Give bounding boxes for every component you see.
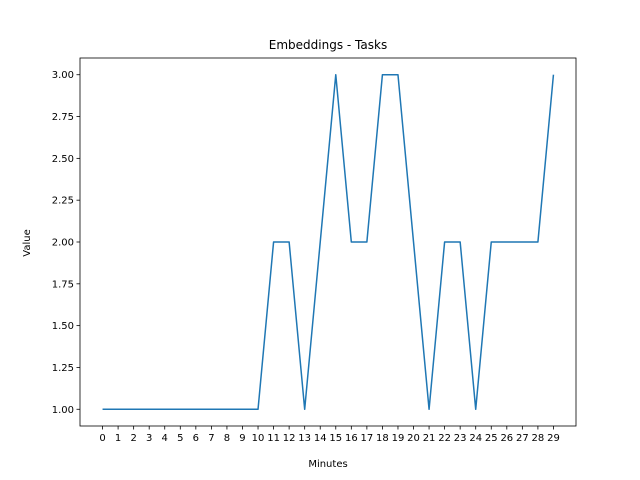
y-axis-ticks: 1.00 1.25 1.50 1.75 2.00 2.25 2.50 2.75 3.00 [52, 70, 80, 416]
y-tick-label: 1.25 [52, 363, 74, 374]
x-tick-label: 13 [298, 433, 311, 444]
x-tick-label: 17 [361, 433, 374, 444]
y-axis-label: Value [22, 229, 33, 256]
x-tick-label: 24 [469, 433, 482, 444]
y-tick-label: 2.00 [52, 238, 74, 249]
x-tick-label: 15 [329, 433, 342, 444]
x-tick-label: 19 [392, 433, 405, 444]
y-tick-label: 1.00 [52, 405, 74, 416]
x-tick-label: 4 [162, 433, 168, 444]
x-tick-label: 28 [532, 433, 545, 444]
x-tick-label: 1 [115, 433, 121, 444]
x-tick-label: 26 [500, 433, 513, 444]
y-tick-label: 2.75 [52, 112, 74, 123]
chart-title: Embeddings - Tasks [269, 38, 387, 52]
x-tick-label: 20 [407, 433, 420, 444]
series-line-0 [102, 73, 555, 411]
x-tick-label: 8 [224, 433, 230, 444]
y-tick-label: 2.25 [52, 196, 74, 207]
x-tick-label: 9 [239, 433, 245, 444]
y-tick-label: 1.50 [52, 321, 74, 332]
y-tick-label: 3.00 [52, 70, 74, 81]
y-tick-label: 1.75 [52, 279, 74, 290]
x-tick-label: 21 [423, 433, 436, 444]
x-tick-label: 16 [345, 433, 358, 444]
x-tick-label: 5 [177, 433, 183, 444]
x-tick-label: 6 [193, 433, 199, 444]
x-tick-label: 11 [267, 433, 280, 444]
x-tick-label: 2 [130, 433, 136, 444]
x-tick-label: 0 [99, 433, 105, 444]
x-tick-label: 29 [547, 433, 560, 444]
x-tick-label: 14 [314, 433, 327, 444]
x-axis-ticks: 0 1 2 3 4 5 6 7 8 9 10 11 12 13 14 15 16 17 18 19 20 21 22 23 24… [99, 426, 560, 444]
x-tick-label: 23 [454, 433, 467, 444]
x-tick-label: 25 [485, 433, 498, 444]
plot-area [79, 57, 577, 427]
x-tick-label: 10 [252, 433, 265, 444]
x-tick-label: 27 [516, 433, 529, 444]
x-tick-label: 7 [208, 433, 214, 444]
x-tick-label: 3 [146, 433, 152, 444]
x-tick-label: 18 [376, 433, 389, 444]
x-axis-label: Minutes [308, 459, 347, 470]
y-tick-label: 2.50 [52, 154, 74, 165]
x-tick-label: 12 [283, 433, 296, 444]
x-tick-label: 22 [438, 433, 451, 444]
